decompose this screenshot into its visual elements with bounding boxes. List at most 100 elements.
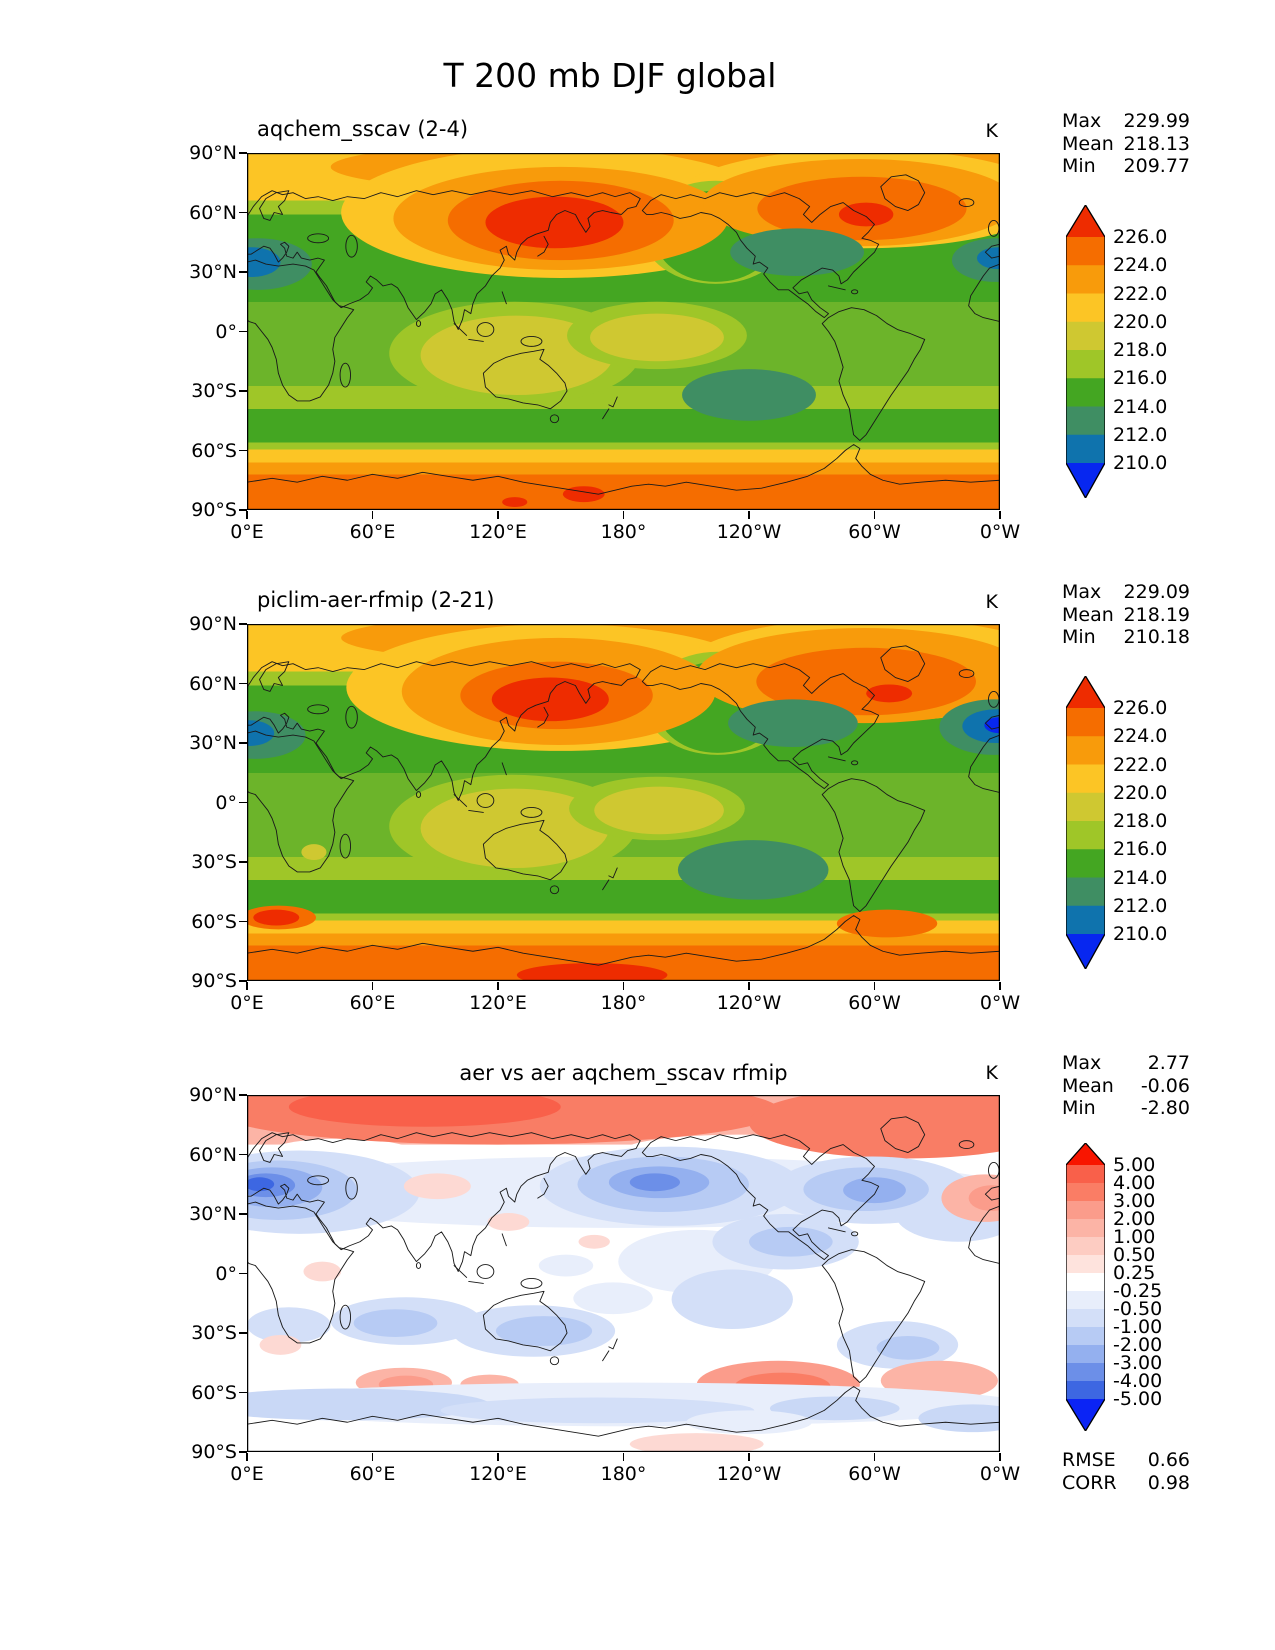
x-axis-tick-mark — [999, 511, 1001, 519]
y-axis-tick-mark — [239, 509, 247, 511]
stat-value: 2.77 — [1147, 1052, 1190, 1074]
x-axis-tick-label: 0°W — [979, 1463, 1021, 1485]
colorbar-tick-label: 214.0 — [1113, 395, 1168, 418]
y-axis-tick-mark — [239, 623, 247, 625]
y-axis-tick-mark — [239, 682, 247, 685]
x-axis-tick-label: 120°W — [716, 1463, 782, 1485]
stat-row: Min 210.18 — [1062, 626, 1190, 649]
stat-value: 229.99 — [1123, 110, 1190, 132]
stat-label: Mean — [1062, 603, 1114, 626]
y-axis-tick-label: 0° — [215, 320, 237, 343]
stat-label: Max — [1062, 1052, 1102, 1074]
x-axis-tick-mark — [999, 1453, 1001, 1461]
stat-row: RMSE 0.66 — [1062, 1449, 1190, 1472]
y-axis-tick-mark — [239, 920, 247, 923]
x-axis-tick-mark — [497, 511, 499, 519]
x-axis-tick-label: 0°W — [979, 992, 1021, 1014]
colorbar-tick-label: 226.0 — [1113, 697, 1168, 719]
x-axis-tick-mark — [748, 1453, 750, 1461]
panel3-units-label: K — [985, 1062, 998, 1084]
x-axis-tick-label: 60°W — [848, 1463, 901, 1485]
x-axis-tick-label: 0°E — [230, 1463, 264, 1485]
colorbar-tick-label: 226.0 — [1113, 226, 1168, 248]
x-axis-tick-label: 60°W — [848, 992, 901, 1014]
y-axis-tick-mark — [239, 1153, 247, 1156]
colorbar-tick-label: 212.0 — [1113, 894, 1168, 917]
y-axis-tick-mark — [239, 861, 247, 863]
y-axis-tick-mark — [239, 1094, 247, 1096]
x-axis-tick-mark — [873, 1453, 876, 1461]
stat-label: Min — [1062, 626, 1096, 648]
stat-row: Min -2.80 — [1062, 1097, 1190, 1120]
panel2-map — [247, 624, 1000, 981]
stat-value: 0.66 — [1147, 1449, 1190, 1471]
stat-label: CORR — [1062, 1471, 1117, 1494]
colorbar-tick-label: 0.50 — [1113, 1244, 1156, 1266]
colorbar — [1065, 674, 1106, 971]
x-axis-tick-label: 60°W — [848, 521, 901, 543]
x-axis-tick-label: 120°W — [716, 521, 782, 543]
stat-label: Max — [1062, 581, 1102, 603]
x-axis-tick-label: 120°E — [469, 992, 527, 1014]
panel3-score-stats: RMSE 0.66 CORR 0.98 — [1062, 1449, 1190, 1494]
stat-row: Max 2.77 — [1062, 1052, 1190, 1075]
colorbar-tick-label: 220.0 — [1113, 310, 1168, 333]
colorbar — [1065, 1142, 1106, 1433]
y-axis-tick-label: 60°S — [191, 1381, 237, 1404]
panel1-stats: Max 229.99 Mean 218.13 Min 209.77 — [1062, 110, 1190, 178]
x-axis-tick-mark — [748, 511, 750, 519]
y-axis-tick-label: 30°S — [191, 851, 237, 873]
y-axis-tick-label: 60°N — [189, 201, 237, 224]
stat-value: 0.98 — [1147, 1471, 1190, 1494]
stat-value: -2.80 — [1140, 1097, 1190, 1119]
x-axis-tick-label: 60°E — [349, 521, 396, 543]
stat-value: 209.77 — [1123, 155, 1190, 177]
stat-value: 218.19 — [1123, 603, 1190, 626]
y-axis-tick-label: 30°S — [191, 1322, 237, 1344]
y-axis-tick-label: 60°S — [191, 910, 237, 933]
colorbar — [1065, 203, 1106, 500]
x-axis-tick-label: 0°E — [230, 521, 264, 543]
x-axis-tick-mark — [246, 511, 248, 519]
panel3-title: aer vs aer aqchem_sscav rfmip — [459, 1061, 788, 1085]
colorbar-tick-label: -4.00 — [1113, 1370, 1163, 1392]
y-axis-tick-mark — [239, 1332, 247, 1334]
y-axis-tick-label: 30°N — [189, 261, 237, 283]
colorbar-tick-label: 212.0 — [1113, 423, 1168, 446]
colorbar-tick-label: -1.00 — [1113, 1316, 1163, 1338]
y-axis-tick-mark — [239, 271, 247, 273]
x-axis-tick-mark — [371, 1453, 374, 1461]
x-axis-tick-label: 180° — [600, 521, 647, 543]
x-axis-tick-label: 0°W — [979, 521, 1021, 543]
stat-row: Mean -0.06 — [1062, 1075, 1190, 1098]
x-axis-tick-mark — [622, 1453, 625, 1461]
colorbar-tick-label: 216.0 — [1113, 367, 1168, 390]
colorbar-tick-label: 224.0 — [1113, 254, 1168, 277]
panel2-title: piclim-aer-rfmip (2-21) — [257, 588, 495, 612]
stat-row: Mean 218.13 — [1062, 133, 1190, 156]
stat-label: Mean — [1062, 132, 1114, 155]
colorbar-tick-label: 222.0 — [1113, 753, 1168, 776]
x-axis-tick-mark — [246, 982, 248, 990]
y-axis-tick-label: 30°S — [191, 380, 237, 402]
y-axis-tick-label: 0° — [215, 791, 237, 814]
x-axis-tick-label: 60°E — [349, 992, 396, 1014]
x-axis-tick-label: 0°E — [230, 992, 264, 1014]
colorbar-tick-label: -5.00 — [1113, 1388, 1163, 1410]
y-axis-tick-mark — [239, 1451, 247, 1453]
y-axis-tick-mark — [239, 390, 247, 392]
colorbar-tick-label: 214.0 — [1113, 866, 1168, 889]
panel2-units-label: K — [985, 591, 998, 613]
y-axis-tick-mark — [239, 152, 247, 154]
figure-title: T 200 mb DJF global — [443, 56, 777, 95]
x-axis-tick-label: 180° — [600, 992, 647, 1014]
y-axis-tick-label: 90°N — [189, 142, 237, 164]
colorbar-tick-label: 2.00 — [1113, 1208, 1156, 1230]
panel2-stats: Max 229.09 Mean 218.19 Min 210.18 — [1062, 581, 1190, 649]
x-axis-tick-mark — [873, 982, 876, 990]
y-axis-tick-mark — [239, 801, 247, 804]
colorbar-tick-label: -2.00 — [1113, 1334, 1163, 1356]
y-axis-tick-mark — [239, 742, 247, 744]
y-axis-tick-mark — [239, 211, 247, 214]
y-axis-tick-mark — [239, 449, 247, 452]
